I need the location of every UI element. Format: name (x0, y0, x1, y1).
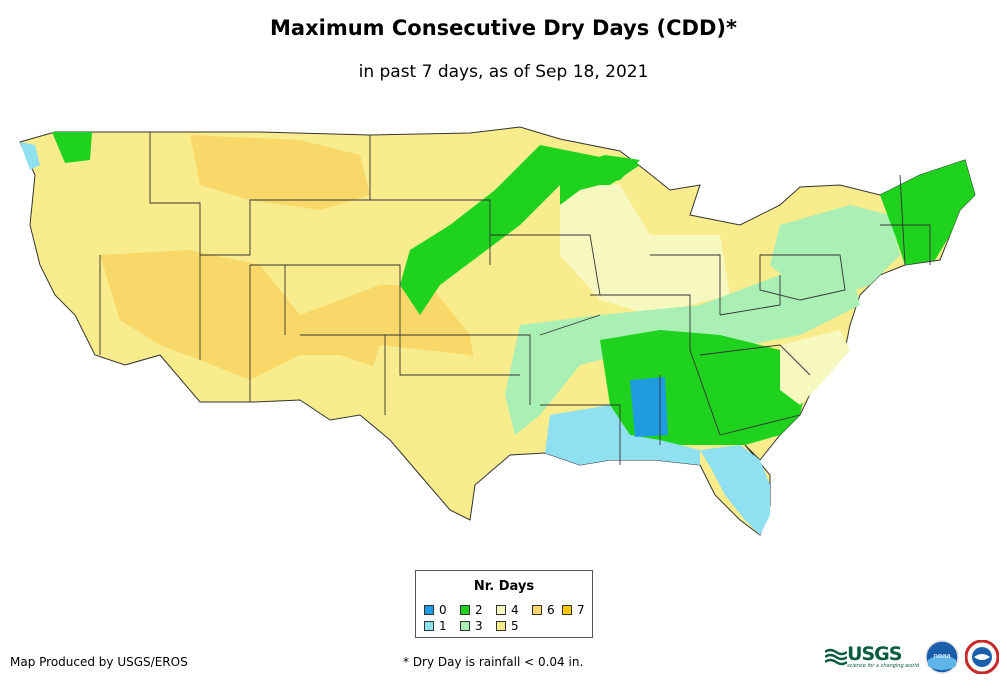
state-boundaries (99, 132, 931, 465)
legend-label-6: 6 (547, 603, 555, 617)
map-credit: Map Produced by USGS/EROS (10, 655, 188, 669)
map-region-rockies-north (190, 135, 370, 210)
svg-text:noaa: noaa (933, 652, 950, 660)
legend-item-4: 4 (496, 603, 519, 617)
legend-item-6: 6 (532, 603, 555, 617)
map-region-alabama-wet (630, 377, 668, 437)
legend-swatch-4 (496, 605, 506, 615)
legend-item-5: 5 (496, 619, 519, 633)
legend-label-2: 2 (475, 603, 483, 617)
legend-item-0: 0 (424, 603, 447, 617)
legend-label-4: 4 (511, 603, 519, 617)
legend-swatch-3 (460, 621, 470, 631)
legend-label-3: 3 (475, 619, 483, 633)
us-cdd-map (19, 126, 976, 536)
legend-label-5: 5 (511, 619, 519, 633)
legend-swatch-1 (424, 621, 434, 631)
legend-label-1: 1 (439, 619, 447, 633)
legend-title: Nr. Days (473, 579, 535, 594)
usgs-logo-tagline: science for a changing world (847, 663, 919, 669)
legend-item-3: 3 (460, 619, 483, 633)
map-region-northeast (770, 205, 900, 295)
legend-item-1: 1 (424, 619, 447, 633)
map-region-texas-plains (360, 345, 520, 475)
legend-swatch-7 (562, 605, 572, 615)
map-title: Maximum Consecutive Dry Days (CDD)* (270, 16, 737, 40)
map-region-upper-midwest (560, 175, 730, 315)
map-subtitle: in past 7 days, as of Sep 18, 2021 (358, 62, 649, 82)
legend-item-2: 2 (460, 603, 483, 617)
legend: Nr. Days 0 1 2 3 4 5 6 7 (415, 570, 593, 638)
map-region-gulf-coast (545, 405, 700, 465)
legend-label-7: 7 (577, 603, 585, 617)
legend-label-0: 0 (439, 603, 447, 617)
map-region-florida (700, 445, 770, 535)
legend-swatch-2 (460, 605, 470, 615)
usgs-logo-text: USGS (847, 643, 902, 665)
usgs-wave-icon (825, 648, 848, 666)
legend-item-7: 7 (562, 603, 585, 617)
legend-swatch-6 (532, 605, 542, 615)
map-region-pacific-coast-blue (20, 142, 40, 170)
noaa-logo-icon: noaa (925, 640, 959, 674)
logos: USGS science for a changing world noaa (825, 640, 999, 674)
map-region-washington-green (52, 132, 92, 163)
map-region-mid-atlantic (780, 330, 850, 405)
legend-swatch-0 (424, 605, 434, 615)
nws-logo-icon (965, 640, 999, 674)
dry-day-note: * Dry Day is rainfall < 0.04 in. (403, 655, 584, 669)
map-region-lake-superior-green (560, 155, 640, 205)
usgs-logo: USGS science for a changing world (825, 645, 919, 669)
legend-swatch-5 (496, 621, 506, 631)
